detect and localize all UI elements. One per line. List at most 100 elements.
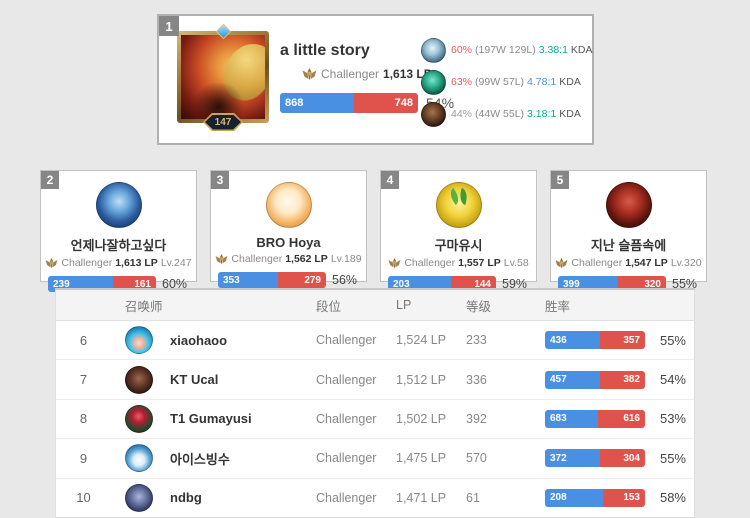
- tier-cell: Challenger: [316, 451, 377, 466]
- wins-count: 436: [550, 334, 567, 346]
- losses-bar-segment: 748: [354, 93, 418, 113]
- winrate-cell: 683 616 53%: [531, 409, 694, 428]
- winrate-label: 54%: [659, 372, 686, 388]
- level-value: Lv.320: [670, 257, 702, 269]
- leaderboard-table: 召唤师 段位 LP 等级 胜率 6 xiaohaoo Challenger 1,…: [55, 288, 695, 518]
- header-level: 等级: [466, 299, 492, 314]
- rank-number-badge: 5: [551, 171, 569, 189]
- summoner-name[interactable]: a little story: [280, 42, 370, 59]
- winrate-cell: 208 153 58%: [531, 488, 694, 507]
- summoner-name[interactable]: BRO Hoya: [256, 235, 321, 250]
- wins-count: 868: [285, 97, 304, 109]
- header-lp: LP: [396, 298, 412, 312]
- header-summoner: 召唤师: [125, 299, 163, 314]
- tier-line: Challenger 1,547 LP Lv.320: [551, 257, 706, 269]
- losses-count: 144: [474, 278, 491, 290]
- winrate-label: 55%: [659, 332, 686, 348]
- table-row[interactable]: 9 아이스빙수 Challenger 1,475 LP 570 372 304 …: [56, 439, 694, 479]
- lp-cell: 1,475 LP: [396, 451, 447, 466]
- lp-value: 1,547 LP: [625, 257, 668, 269]
- top-champions-stats: 60% (197W 129L) 3.38:1 KDA 63% (99W 57L)…: [421, 37, 593, 133]
- winrate-cell: 457 382 54%: [531, 370, 694, 389]
- summoner-level-value: 147: [205, 114, 241, 130]
- table-row[interactable]: 7 KT Ucal Challenger 1,512 LP 336 457 38…: [56, 360, 694, 400]
- level-value: Lv.247: [160, 257, 192, 269]
- champion-record: (197W 129L): [475, 44, 536, 56]
- level-cell: 392: [466, 411, 487, 426]
- summoner-name[interactable]: 지난 슬픔속에: [590, 238, 667, 253]
- wins-bar-segment: 457: [545, 370, 600, 389]
- winrate-label: 55%: [659, 450, 686, 466]
- rank4-player-card[interactable]: 4 구마유시 Challenger 1,557 LP Lv.58 203 144…: [380, 170, 537, 292]
- challenger-crest-icon: [388, 257, 401, 269]
- champion-icon-dark: [421, 101, 446, 127]
- champion-stat-row[interactable]: 63% (99W 57L) 4.78:1 KDA: [421, 69, 593, 95]
- wins-count: 372: [550, 452, 567, 464]
- losses-bar-segment: 304: [600, 449, 645, 468]
- tier-line: Challenger 1,557 LP Lv.58: [381, 257, 536, 269]
- champion-winrate: 44%: [451, 108, 473, 120]
- summoner-name[interactable]: ndbg: [170, 490, 202, 506]
- losses-count: 320: [644, 278, 661, 290]
- rank-cell: 10: [76, 490, 91, 506]
- summoner-name[interactable]: T1 Gumayusi: [170, 411, 252, 427]
- losses-count: 161: [134, 278, 151, 290]
- losses-bar-segment: 153: [602, 488, 645, 507]
- champion-stat-row[interactable]: 44% (44W 55L) 3.18:1 KDA: [421, 101, 593, 127]
- summoner-name[interactable]: 아이스빙수: [170, 451, 230, 467]
- wins-bar-segment: 436: [545, 331, 600, 350]
- winloss-bar: 683 616: [545, 409, 645, 428]
- header-winrate: 胜率: [545, 299, 571, 314]
- level-value: Lv.189: [330, 253, 362, 265]
- challenger-crest-icon: [215, 253, 228, 265]
- champion-kda-value: 3.38:1: [538, 44, 568, 56]
- level-cell: 61: [466, 490, 480, 505]
- summoner-avatar: [435, 182, 482, 228]
- lp-value: 1,613 LP: [115, 257, 158, 269]
- lp-cell: 1,524 LP: [396, 333, 447, 348]
- winloss-bar: 353 279: [218, 272, 326, 288]
- summoner-name[interactable]: KT Ucal: [170, 372, 219, 388]
- winrate-cell: 372 304 55%: [531, 449, 694, 468]
- rank-cell: 9: [79, 450, 88, 466]
- rank-number-badge: 1: [159, 16, 179, 36]
- tier-label: Challenger: [404, 257, 456, 269]
- rank1-info: a little story Challenger 1,613 LP 868 7…: [280, 42, 454, 113]
- champion-stat-row[interactable]: 60% (197W 129L) 3.38:1 KDA: [421, 37, 593, 63]
- level-value: Lv.58: [503, 257, 529, 269]
- tier-label: Challenger: [231, 253, 283, 265]
- champion-portrait: [181, 35, 265, 119]
- summoner-name[interactable]: xiaohaoo: [170, 332, 228, 348]
- summoner-avatar: [124, 404, 153, 433]
- rank3-player-card[interactable]: 3 BRO Hoya Challenger 1,562 LP Lv.189 35…: [210, 170, 367, 288]
- wins-bar-segment: 372: [545, 449, 600, 468]
- champion-icon-jade: [421, 69, 446, 95]
- summoner-name[interactable]: 구마유시: [434, 238, 483, 253]
- challenger-crest-icon: [555, 257, 568, 269]
- winrate-label: 53%: [659, 411, 686, 427]
- champion-record: (99W 57L): [475, 76, 525, 88]
- wins-count: 208: [550, 492, 567, 504]
- summoner-avatar: [95, 182, 142, 228]
- summoner-name[interactable]: 언제나잘하고싶다: [70, 238, 167, 253]
- winloss-bar: 457 382: [545, 370, 645, 389]
- rank-cell: 8: [79, 411, 88, 427]
- winrate-label: 56%: [332, 273, 358, 287]
- rank2-player-card[interactable]: 2 언제나잘하고싶다 Challenger 1,613 LP Lv.247 23…: [40, 170, 197, 292]
- wins-count: 203: [393, 278, 410, 290]
- rank1-player-card[interactable]: 1 147 a little story Challenger 1,613 LP…: [157, 14, 594, 145]
- summoner-avatar: [124, 444, 153, 473]
- table-row[interactable]: 8 T1 Gumayusi Challenger 1,502 LP 392 68…: [56, 399, 694, 440]
- champion-icon-frost: [421, 37, 446, 63]
- kda-label: KDA: [559, 108, 581, 120]
- winrate-label: 60%: [162, 277, 188, 291]
- level-cell: 570: [466, 451, 487, 466]
- table-row[interactable]: 6 xiaohaoo Challenger 1,524 LP 233 436 3…: [56, 321, 694, 361]
- rank5-player-card[interactable]: 5 지난 슬픔속에 Challenger 1,547 LP Lv.320 399…: [550, 170, 707, 292]
- losses-bar-segment: 279: [278, 272, 326, 288]
- tier-line: Challenger 1,562 LP Lv.189: [211, 253, 366, 265]
- winloss-bar: 868 748: [280, 93, 418, 113]
- kda-label: KDA: [559, 76, 581, 88]
- table-row[interactable]: 10 ndbg Challenger 1,471 LP 61 208 153 5…: [56, 478, 694, 517]
- rank-cell: 7: [79, 372, 88, 388]
